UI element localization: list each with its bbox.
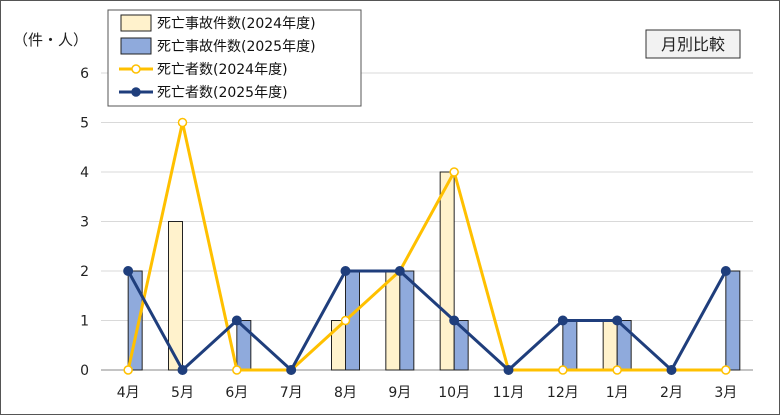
point-deaths-2024-9	[558, 365, 568, 375]
y-tick-label-5: 5	[80, 116, 89, 132]
lines	[123, 117, 731, 375]
bar-2024-2	[168, 221, 183, 371]
y-tick-label-0: 0	[80, 363, 89, 379]
y-axis-ticks: 0 1 2 3 4 5 6	[80, 66, 89, 379]
chart-tag-text: 月別比較	[661, 35, 725, 54]
point-deaths-2024-7	[449, 167, 459, 177]
point-deaths-2024-3	[232, 365, 242, 375]
x-tick-label-3: 6月	[225, 385, 248, 401]
point-deaths-2024-10	[612, 365, 622, 375]
bar-2024-7	[439, 171, 455, 371]
x-tick-label-7: 10月	[438, 385, 470, 401]
legend-bar-2024-label: 死亡事故件数(2024年度)	[157, 16, 316, 32]
point-deaths-2025-3	[231, 315, 242, 326]
x-tick-label-12: 3月	[714, 385, 737, 401]
x-tick-label-4: 7月	[280, 385, 303, 401]
line-deaths-2025	[126, 269, 728, 372]
y-tick-label-3: 3	[80, 215, 89, 231]
bar-2025-1	[127, 270, 143, 371]
point-deaths-2025-4	[286, 365, 297, 375]
point-deaths-2024-2	[177, 117, 188, 128]
legend-line-2025-swatch-marker	[131, 87, 141, 97]
point-deaths-2024-12	[721, 365, 731, 375]
chart-tag: 月別比較	[645, 29, 741, 59]
y-axis-unit-label: （件・人）	[13, 31, 88, 49]
legend-bar-2025-label: 死亡事故件数(2025年度)	[157, 39, 316, 55]
legend-line-2024-label: 死亡者数(2024年度)	[157, 62, 288, 78]
bar-2025-7	[453, 320, 469, 371]
bar-2025-9	[562, 320, 578, 371]
bar-2025-6	[399, 270, 415, 371]
point-deaths-2025-1	[123, 266, 134, 276]
point-deaths-2025-6	[394, 266, 405, 276]
chart-tag-box	[645, 29, 741, 59]
line-deaths-2024	[126, 121, 726, 372]
point-deaths-2024-1	[123, 365, 133, 375]
point-deaths-2025-9	[557, 315, 568, 326]
y-tick-label-2: 2	[80, 264, 89, 280]
x-tick-label-5: 8月	[334, 385, 357, 401]
point-deaths-2025-5	[340, 266, 351, 276]
point-deaths-2025-7	[449, 315, 460, 326]
x-tick-label-1: 4月	[117, 385, 140, 401]
bar-2025-12	[725, 270, 741, 371]
legend-line-2025-label: 死亡者数(2025年度)	[157, 85, 288, 101]
point-deaths-2025-2	[177, 365, 188, 375]
legend-bar-2024-swatch	[120, 14, 152, 32]
point-deaths-2025-12	[720, 266, 731, 276]
point-deaths-2025-10	[612, 315, 623, 326]
x-tick-label-2: 5月	[171, 385, 194, 401]
bar-2024-10	[602, 320, 618, 371]
x-tick-label-10: 1月	[606, 385, 629, 401]
x-tick-label-9: 12月	[547, 385, 579, 401]
point-deaths-2024-5	[340, 315, 351, 326]
bar-2024-6	[385, 270, 401, 371]
y-tick-label-4: 4	[80, 165, 89, 181]
legend-bar-2025-swatch	[120, 37, 152, 55]
x-tick-label-8: 11月	[493, 385, 525, 401]
point-deaths-2025-8	[503, 365, 514, 375]
legend: 死亡事故件数(2024年度) 死亡事故件数(2025年度) 死亡者数(2024年度)…	[107, 9, 362, 107]
point-deaths-2025-11	[666, 365, 677, 375]
legend-line-2024-swatch-marker	[131, 64, 141, 74]
y-tick-label-6: 6	[80, 66, 89, 82]
x-tick-label-11: 2月	[660, 385, 683, 401]
x-tick-label-6: 9月	[388, 385, 411, 401]
x-axis-ticks: 4月 5月 6月 7月 8月 9月 10月 11月 12月 1月 2月 3月	[117, 385, 738, 401]
y-tick-label-1: 1	[80, 314, 89, 330]
